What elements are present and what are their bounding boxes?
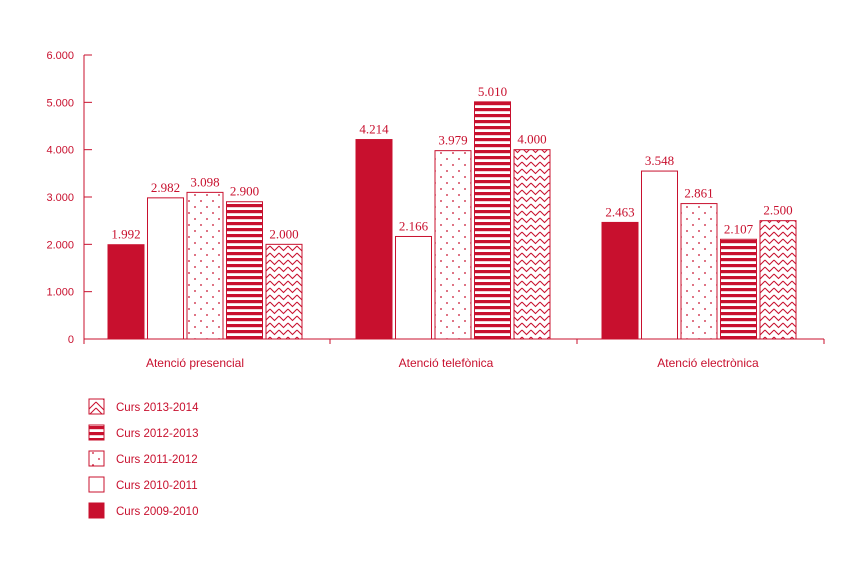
y-tick-label: 5.000 [46, 97, 74, 109]
axes: 0 1.000 2.000 3.000 4.000 5.000 6.000 Atenció p… [46, 50, 825, 370]
data-label: 1.992 [111, 227, 140, 242]
data-label: 3.098 [190, 174, 219, 189]
legend-label: Curs 2010-2011 [116, 480, 198, 492]
data-label: 4.214 [359, 122, 389, 137]
data-label: 2.463 [605, 204, 634, 219]
legend-item: Curs 2010-2011 [88, 476, 198, 493]
bar [641, 170, 678, 340]
bar [186, 191, 224, 340]
legend-swatch [88, 398, 105, 415]
bar [434, 150, 472, 340]
bar [107, 244, 145, 340]
legend-item: Curs 2013-2014 [88, 398, 199, 415]
legend-label: Curs 2011-2012 [116, 454, 198, 466]
x-tick-label: Atenció electrònica [657, 356, 759, 370]
legend-swatch [88, 476, 105, 493]
data-label: 4.000 [517, 132, 546, 147]
legend: Curs 2013-2014 Curs 2012-2013 Curs 2011-20… [88, 398, 199, 519]
legend-swatch [88, 502, 105, 519]
y-tick-label: 0 [68, 334, 74, 346]
data-label: 2.107 [724, 221, 754, 236]
bar [265, 243, 303, 340]
legend-label: Curs 2012-2013 [116, 428, 198, 440]
legend-swatch [88, 450, 105, 467]
data-label: 2.166 [399, 218, 429, 233]
bar [355, 139, 393, 340]
y-tick-label: 1.000 [46, 287, 74, 299]
legend-swatch [88, 424, 105, 441]
y-tick-label: 2.000 [46, 239, 74, 251]
data-label: 2.000 [269, 226, 298, 241]
bar [474, 101, 511, 340]
y-tick-label: 4.000 [46, 145, 74, 157]
bar [147, 197, 184, 340]
value-labels: 1.992 4.214 2.463 2.982 2.166 3.548 3.098 3.979… [111, 84, 792, 242]
x-tick-label: Atenció telefònica [399, 356, 494, 370]
bar [759, 220, 797, 340]
legend-item: Curs 2011-2012 [88, 450, 198, 467]
legend-label: Curs 2013-2014 [116, 402, 199, 414]
data-label: 2.500 [763, 203, 792, 218]
bar [513, 149, 551, 340]
data-label: 3.548 [645, 153, 674, 168]
data-label: 3.979 [438, 133, 467, 148]
legend-label: Curs 2009-2010 [116, 506, 198, 518]
bar [601, 221, 639, 340]
data-label: 2.861 [684, 186, 713, 201]
bars [107, 101, 797, 340]
y-tick-label: 6.000 [46, 50, 74, 62]
bar [720, 238, 757, 340]
bar [680, 203, 718, 340]
data-label: 2.982 [151, 180, 180, 195]
data-label: 5.010 [478, 84, 507, 99]
bar [226, 201, 263, 340]
y-tick-label: 3.000 [46, 192, 74, 204]
legend-item: Curs 2012-2013 [88, 424, 198, 441]
data-label: 2.900 [230, 184, 259, 199]
bar [395, 235, 432, 340]
x-tick-label: Atenció presencial [146, 356, 244, 370]
legend-item: Curs 2009-2010 [88, 502, 198, 519]
